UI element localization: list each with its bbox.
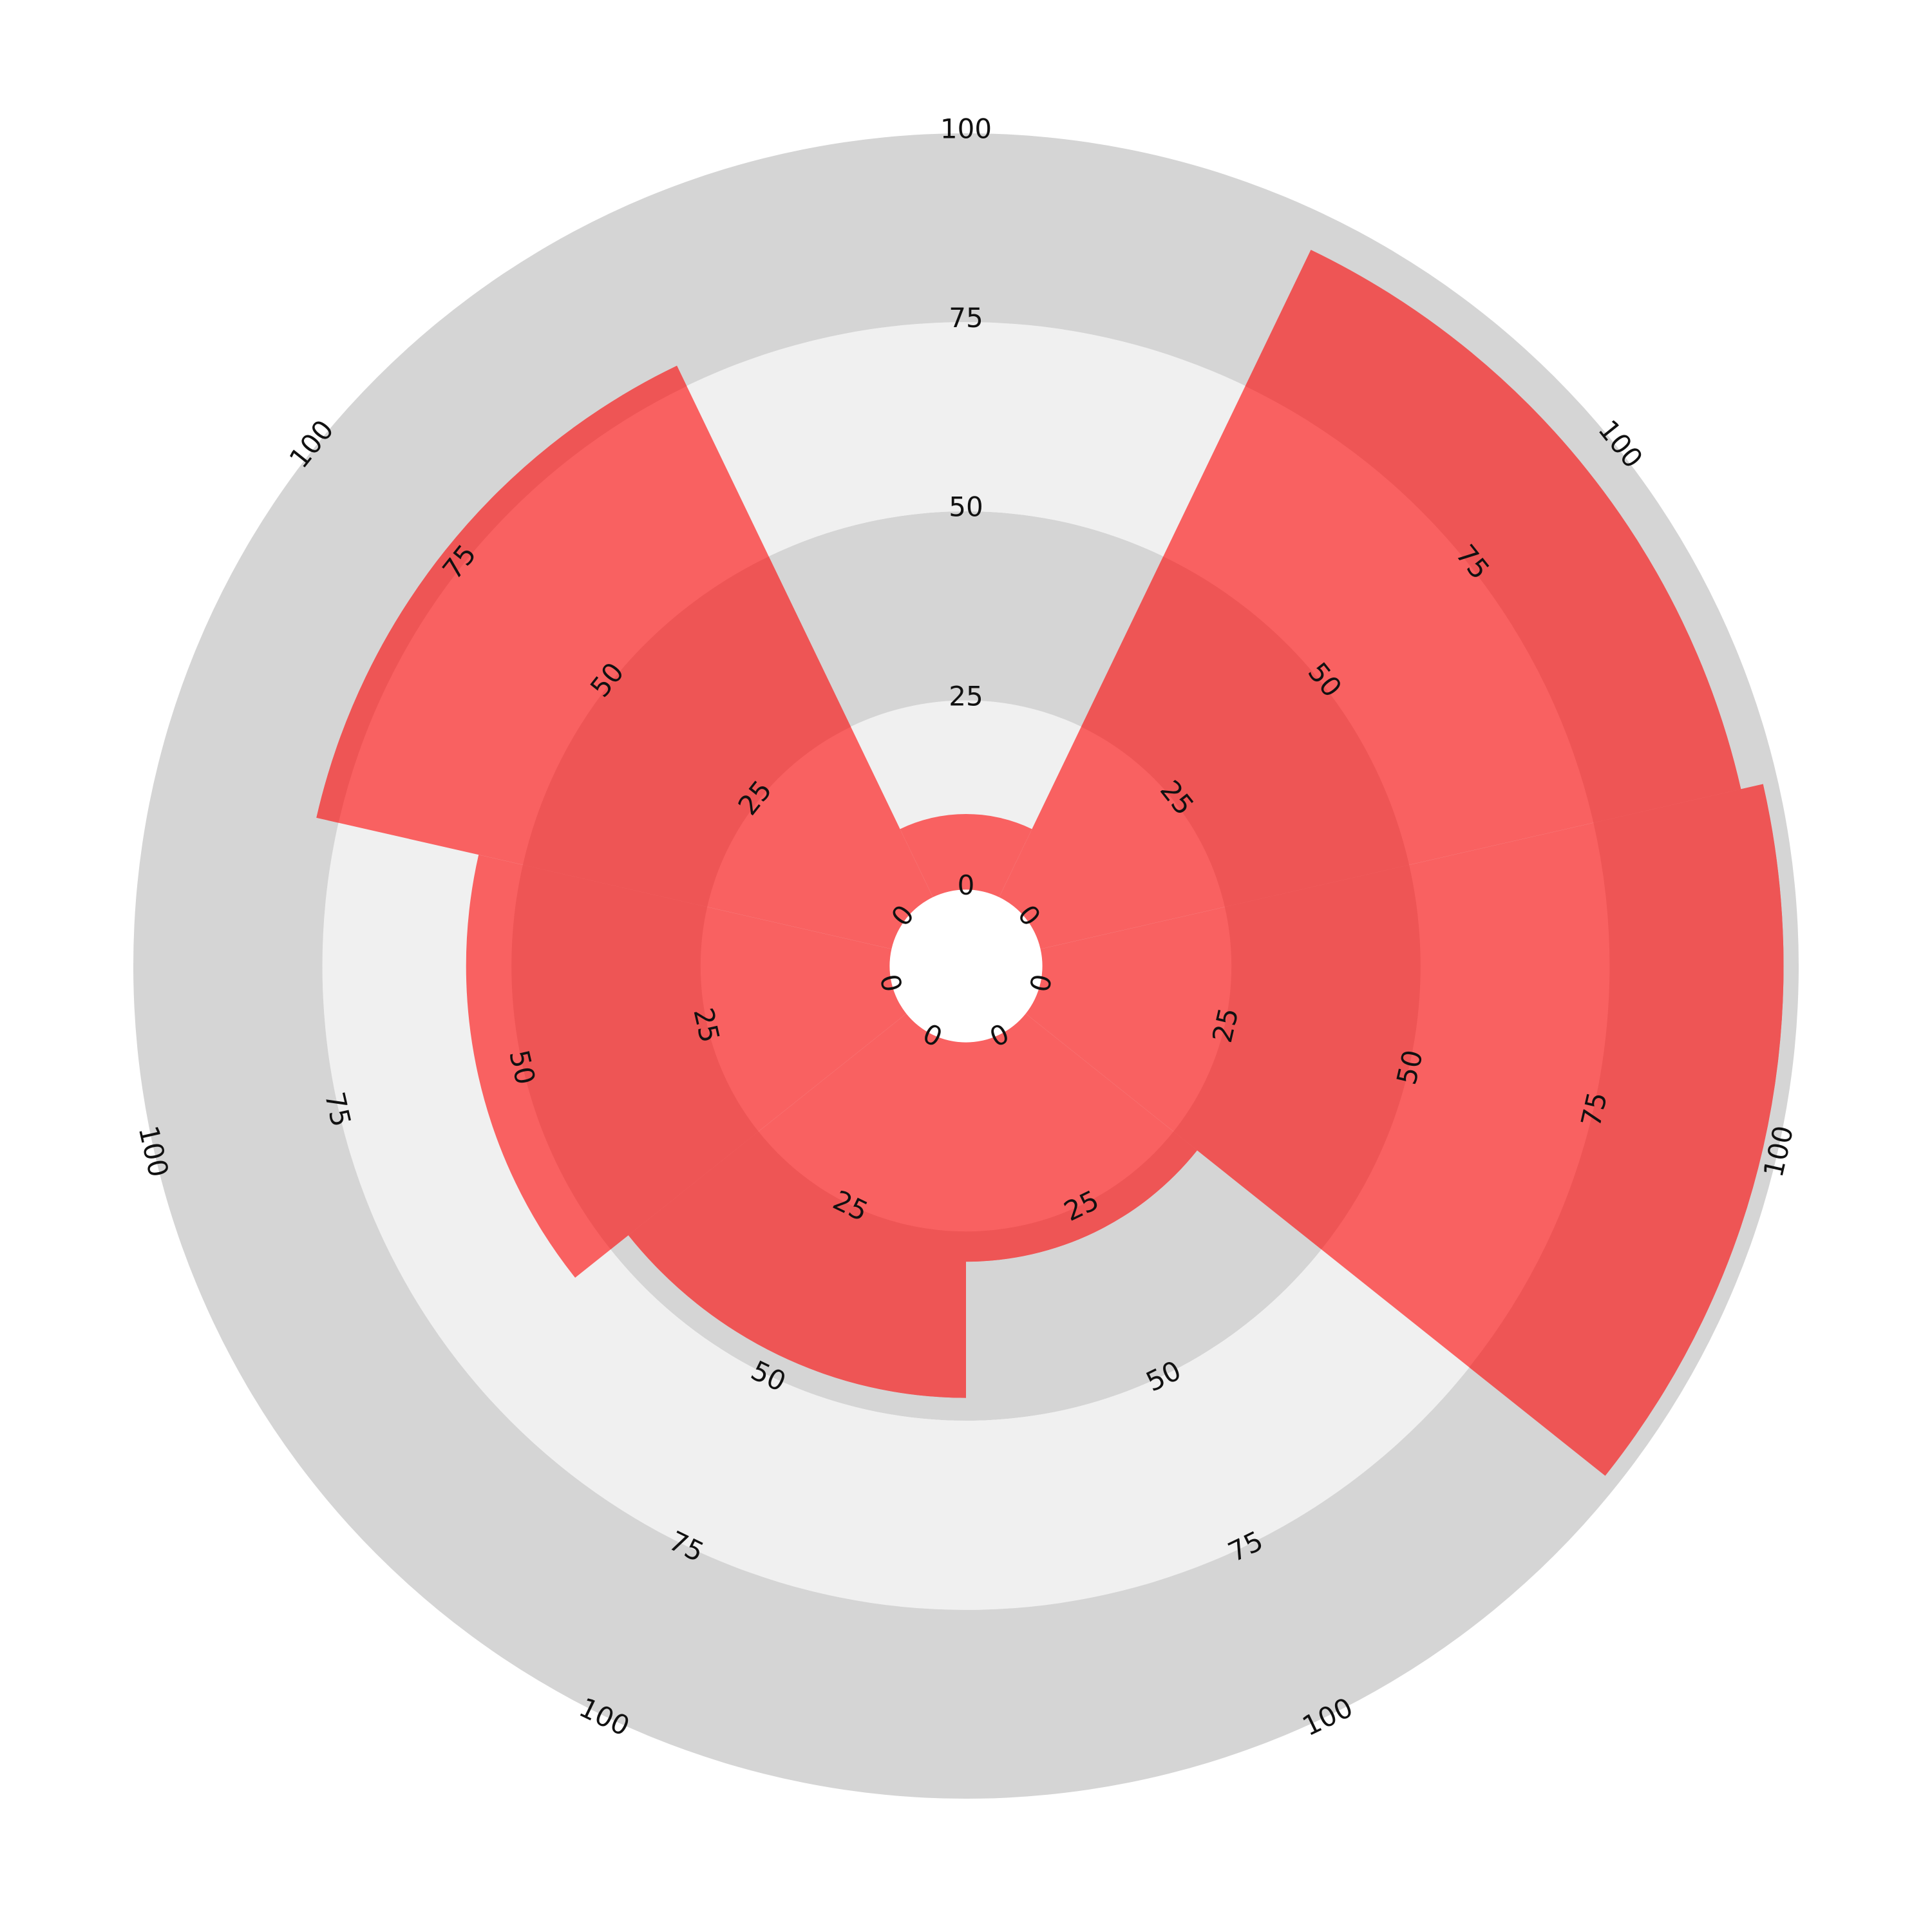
tick-label: 50 — [949, 491, 983, 523]
bar-band — [1081, 556, 1410, 907]
tick-label: 75 — [949, 302, 983, 334]
tick-label: 75 — [1575, 1089, 1613, 1130]
tick-label: 50 — [503, 1047, 542, 1088]
bar-band — [628, 1132, 966, 1398]
bar-band — [1469, 784, 1784, 1476]
tick-label: 100 — [940, 113, 992, 145]
tick-label: 25 — [1206, 1005, 1245, 1045]
tick-label: 50 — [1390, 1047, 1429, 1088]
bar-band — [966, 1132, 1197, 1262]
bar-band — [1173, 864, 1421, 1250]
bar — [316, 365, 933, 949]
bar-band — [511, 864, 759, 1250]
bar-band — [1245, 249, 1741, 823]
bar — [900, 813, 1032, 898]
tick-label: 0 — [958, 869, 975, 901]
tick-label: 75 — [319, 1089, 357, 1130]
tick-label: 25 — [949, 680, 983, 712]
tick-label: 25 — [687, 1005, 726, 1045]
bar-band — [522, 556, 851, 907]
